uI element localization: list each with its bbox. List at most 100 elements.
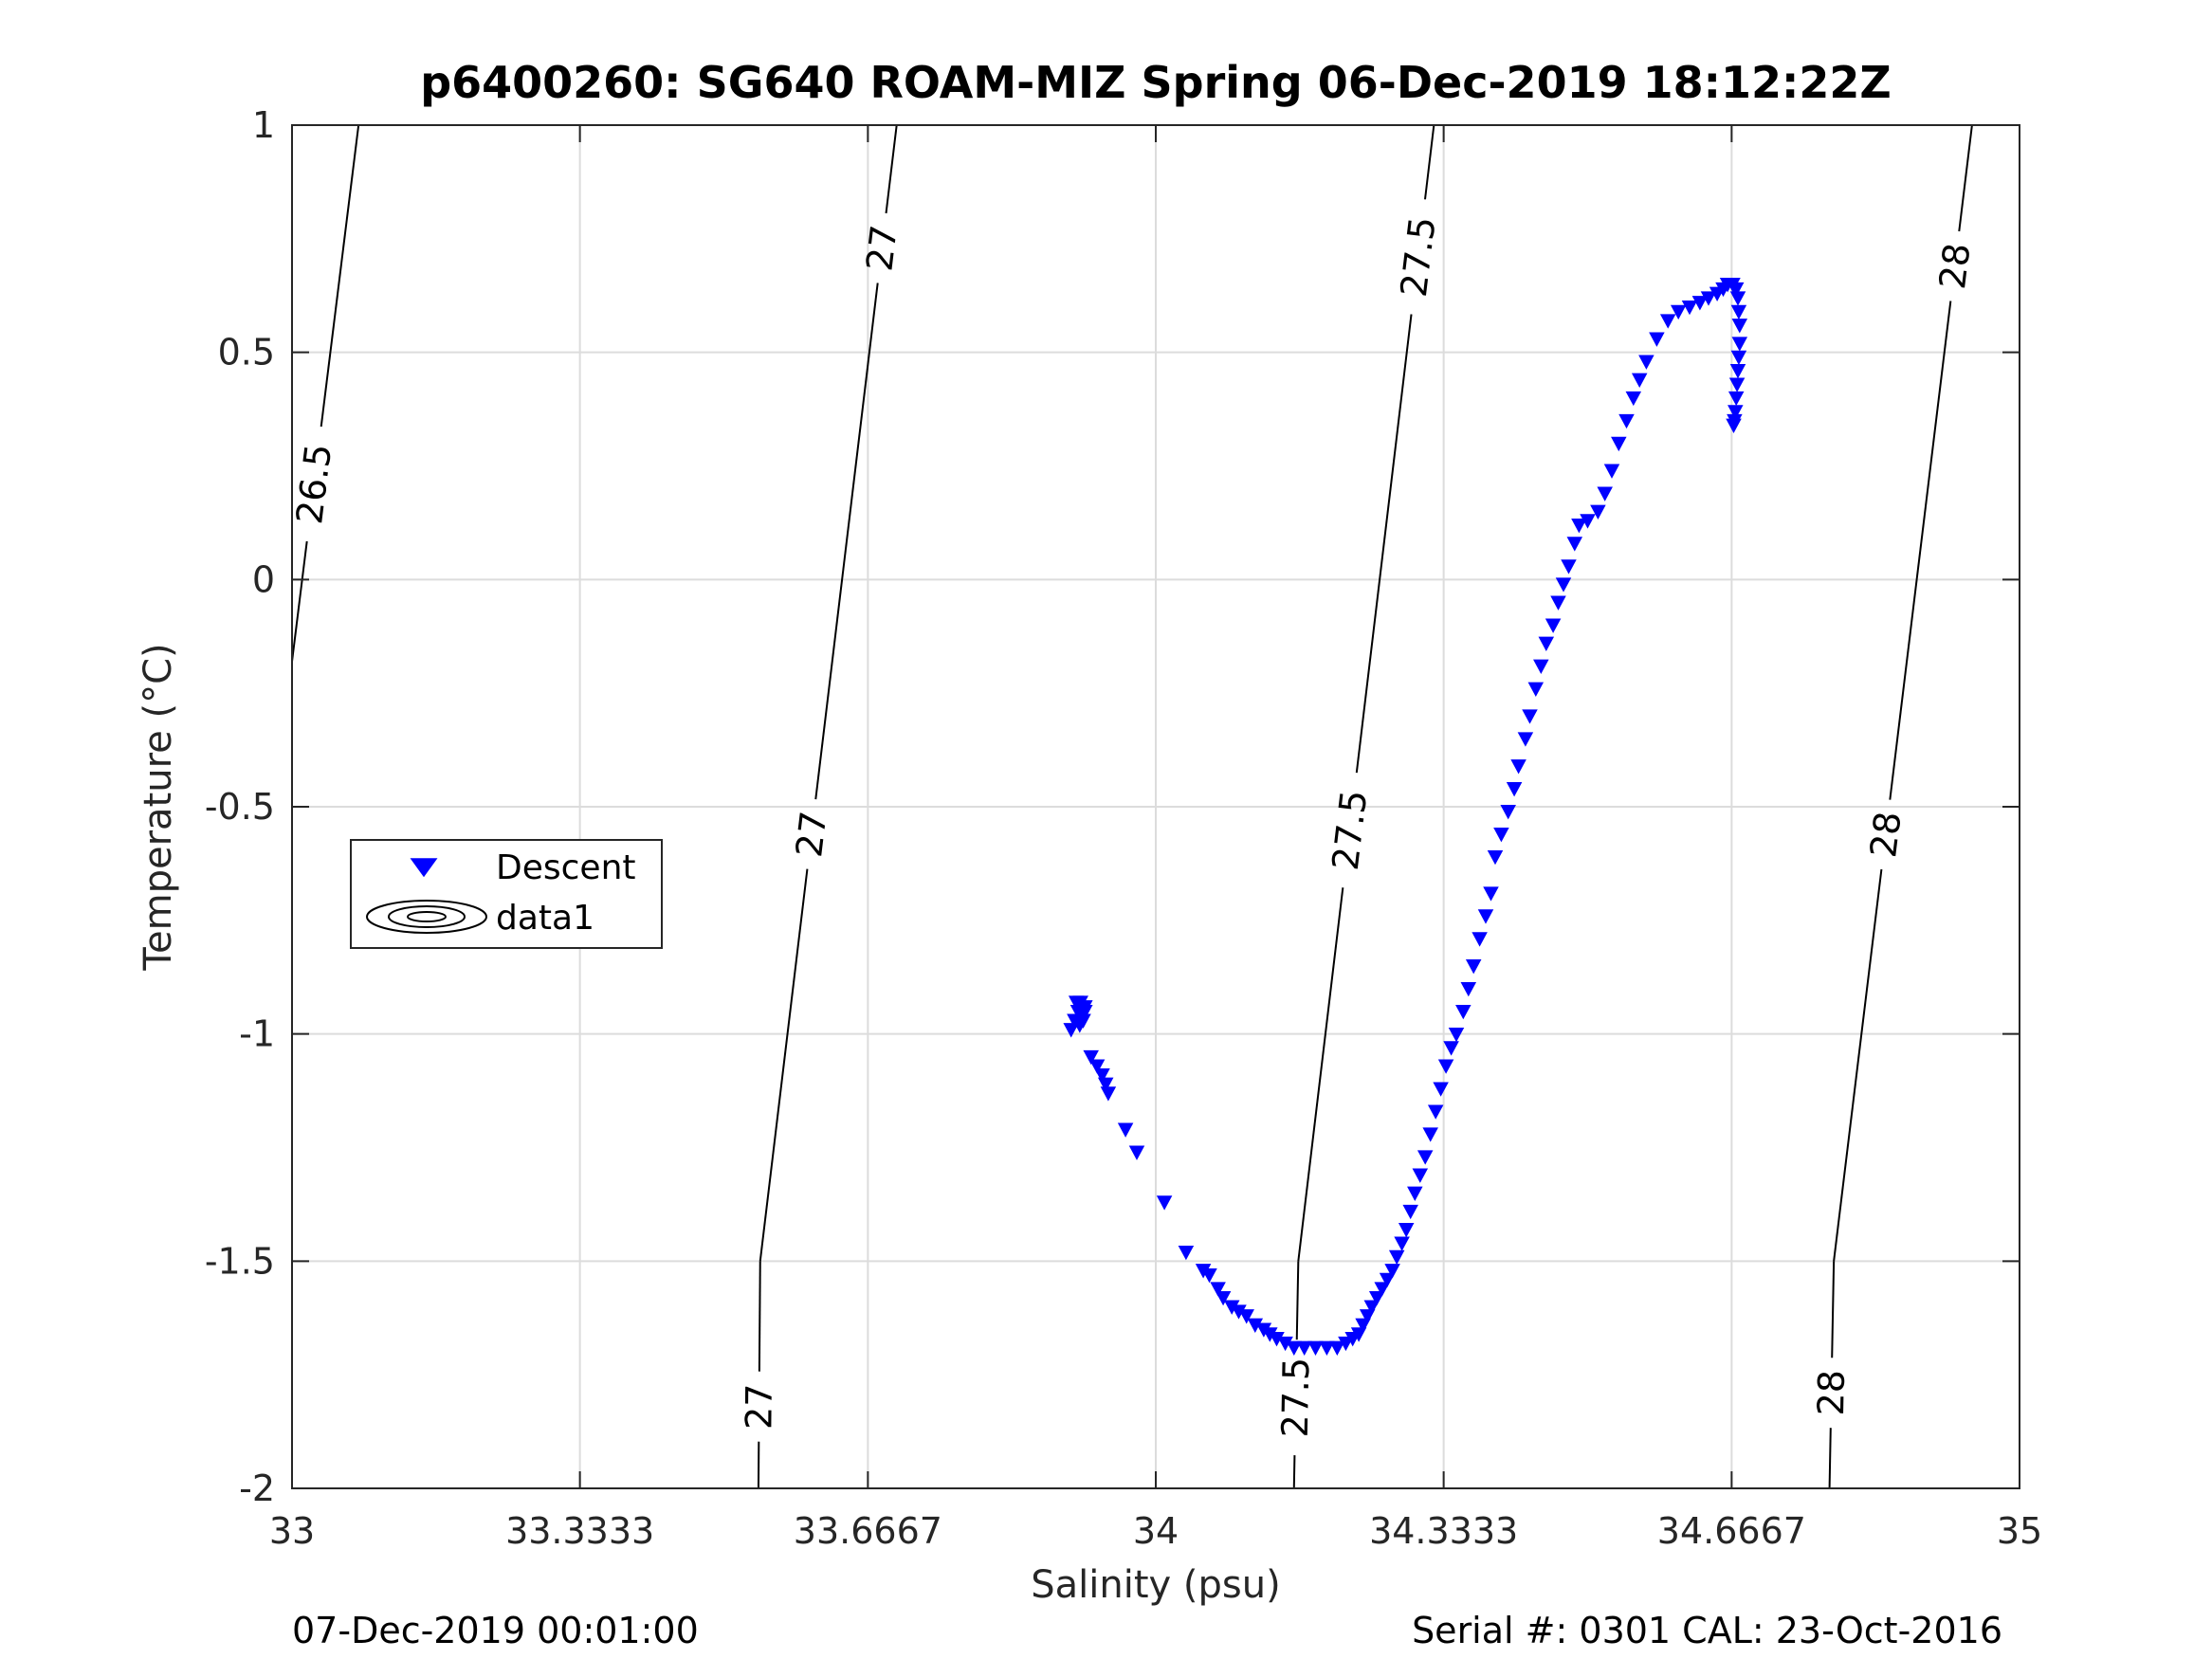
- x-tick-label: 34.6667: [1657, 1510, 1806, 1552]
- descent-point: [1590, 504, 1606, 520]
- descent-point: [1670, 304, 1687, 320]
- descent-point: [1094, 1068, 1110, 1084]
- descent-point: [1580, 514, 1596, 529]
- descent-point: [1117, 1122, 1134, 1138]
- descent-point: [1659, 314, 1676, 329]
- descent-point: [1649, 332, 1665, 347]
- contour-label: 26.5: [288, 442, 339, 526]
- descent-point: [1728, 377, 1746, 392]
- descent-point: [1286, 1340, 1303, 1356]
- descent-point: [1465, 959, 1482, 975]
- descent-point: [1097, 1077, 1114, 1092]
- y-tick-label: 0.5: [218, 332, 275, 374]
- descent-point: [1088, 1059, 1106, 1074]
- contour-line: [1424, 124, 1435, 200]
- descent-point: [1545, 618, 1562, 633]
- descent-point: [1128, 1145, 1145, 1160]
- descent-point: [1329, 1340, 1345, 1356]
- descent-point: [1433, 1082, 1449, 1097]
- descent-point: [1618, 413, 1635, 429]
- y-axis-label: Temperature (°C): [137, 643, 180, 971]
- descent-point: [1483, 886, 1499, 902]
- descent-point: [1603, 464, 1620, 479]
- x-tick-label: 33.3333: [505, 1510, 654, 1552]
- contour-line: [291, 540, 308, 662]
- descent-point: [1075, 1013, 1091, 1029]
- descent-point: [1443, 1041, 1459, 1056]
- contour-label: 27.5: [1325, 788, 1376, 872]
- contour-line: [320, 124, 360, 428]
- contour-line: [1297, 887, 1344, 1262]
- legend-contour-marker-icon: [366, 900, 487, 934]
- descent-point: [1571, 519, 1587, 534]
- y-tick-label: -2: [239, 1468, 275, 1509]
- descent-point: [1510, 759, 1526, 775]
- contour-line: [1292, 1455, 1296, 1489]
- x-tick-label: 35: [1997, 1510, 2042, 1552]
- descent-point: [1700, 291, 1717, 306]
- descent-point: [1522, 709, 1538, 724]
- legend-descent-label: Descent: [496, 848, 636, 887]
- descent-point: [1517, 732, 1534, 747]
- descent-point: [1506, 782, 1523, 797]
- descent-point: [1726, 418, 1742, 433]
- y-axis-ticks: -2 -1.5 -1 -0.5 0 0.5 1: [205, 104, 2020, 1509]
- contour-label: 28: [1931, 241, 1979, 291]
- descent-point: [1215, 1290, 1232, 1306]
- x-axis-ticks: 33 33.3333 33.6667 34 34.3333 34.6667 35: [269, 125, 2042, 1552]
- descent-point: [1455, 1004, 1472, 1020]
- descent-point: [1638, 355, 1654, 370]
- descent-point: [1533, 659, 1549, 674]
- descent-point: [1731, 319, 1748, 334]
- contour-line: [814, 283, 879, 800]
- descent-point: [1407, 1186, 1423, 1201]
- descent-point: [1388, 1249, 1405, 1266]
- descent-point: [1355, 1318, 1371, 1333]
- contour-line: [758, 1261, 761, 1372]
- descent-point: [1538, 636, 1555, 651]
- descent-point: [1728, 405, 1744, 420]
- descent-point: [1238, 1309, 1254, 1324]
- descent-point: [1063, 1023, 1079, 1038]
- x-tick-label: 33.6667: [794, 1510, 942, 1552]
- descent-point: [1561, 559, 1577, 574]
- y-tick-label: -1: [239, 1013, 275, 1055]
- descent-point: [1379, 1272, 1396, 1288]
- contour-label: 27: [788, 809, 834, 859]
- contour-label: 28: [1862, 810, 1910, 860]
- descent-point: [1729, 364, 1746, 379]
- descent-point: [1384, 1264, 1400, 1279]
- x-tick-label: 33: [269, 1510, 315, 1552]
- descent-point: [1730, 304, 1747, 320]
- descent-point: [1472, 932, 1488, 947]
- descent-point: [1448, 1027, 1465, 1043]
- descent-point: [1460, 981, 1477, 997]
- descent-point: [1729, 291, 1746, 306]
- y-tick-label: -1.5: [205, 1240, 275, 1282]
- descent-point: [1374, 1282, 1390, 1297]
- descent-point: [1350, 1327, 1367, 1342]
- descent-point: [1611, 436, 1627, 452]
- descent-point: [1691, 296, 1709, 311]
- contour-line: [1355, 314, 1413, 774]
- descent-point: [1681, 300, 1698, 316]
- descent-point: [1555, 577, 1572, 592]
- contour-label: 28: [1810, 1370, 1853, 1416]
- footer-serial-cal: Serial #: 0301 CAL: 23-Oct-2016: [1412, 1610, 2002, 1651]
- descent-point: [1178, 1245, 1195, 1261]
- descent-point: [1363, 1300, 1380, 1315]
- descent-point: [1319, 1340, 1335, 1356]
- descent-point: [1730, 350, 1747, 366]
- descent-point: [1493, 828, 1509, 843]
- descent-point: [1307, 1340, 1324, 1356]
- descent-point: [1731, 337, 1748, 352]
- descent-point: [1201, 1267, 1217, 1284]
- descent-point: [1550, 595, 1566, 611]
- descent-point: [1296, 1340, 1312, 1356]
- chart-title: p6400260: SG640 ROAM-MIZ Spring 06-Dec-2…: [420, 57, 1892, 108]
- descent-point: [1597, 486, 1613, 501]
- descent-point: [1422, 1127, 1438, 1142]
- descent-point: [1402, 1204, 1418, 1220]
- descent-point: [1728, 391, 1745, 407]
